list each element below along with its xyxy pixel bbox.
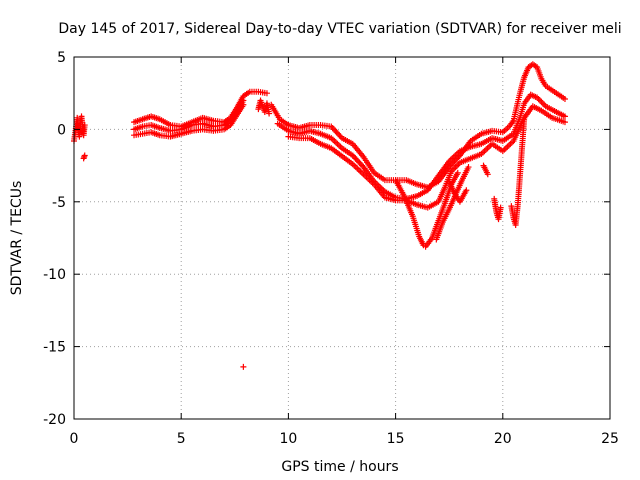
data-points [71,61,568,370]
data-point [484,171,491,178]
data-point [240,363,247,370]
data-point [263,90,270,97]
y-tick-label: 5 [57,50,66,66]
data-point [561,95,568,102]
plot-frame [73,56,611,420]
y-tick-label: -10 [43,267,66,283]
x-tick-label: 5 [177,431,186,447]
x-tick-label: 20 [494,431,512,447]
x-tick-label: 15 [387,431,405,447]
data-point [561,119,568,126]
data-point [81,122,88,129]
x-tick-label: 0 [70,431,79,447]
data-point [539,100,546,107]
data-point [561,113,568,120]
x-tick-label: 25 [601,431,619,447]
axis-ticks [73,56,611,420]
y-tick-label: -15 [43,340,66,356]
data-point [465,164,472,171]
data-point [538,98,545,105]
data-point [240,101,247,108]
data-point [266,110,273,117]
y-tick-label: -20 [43,412,66,428]
data-point [454,169,461,176]
grid-lines [74,57,610,419]
data-point [81,152,88,159]
x-tick-label: 10 [279,431,297,447]
chart-title: Day 145 of 2017, Sidereal Day-to-day VTE… [58,21,621,37]
y-tick-label: -5 [52,195,66,211]
data-point [536,97,543,104]
x-axis-label: GPS time / hours [281,459,398,475]
data-point [521,114,528,121]
y-tick-label: 0 [57,122,66,138]
data-point [497,204,504,211]
data-point [463,187,470,194]
y-axis-label: SDTVAR / TECUs [9,181,25,296]
